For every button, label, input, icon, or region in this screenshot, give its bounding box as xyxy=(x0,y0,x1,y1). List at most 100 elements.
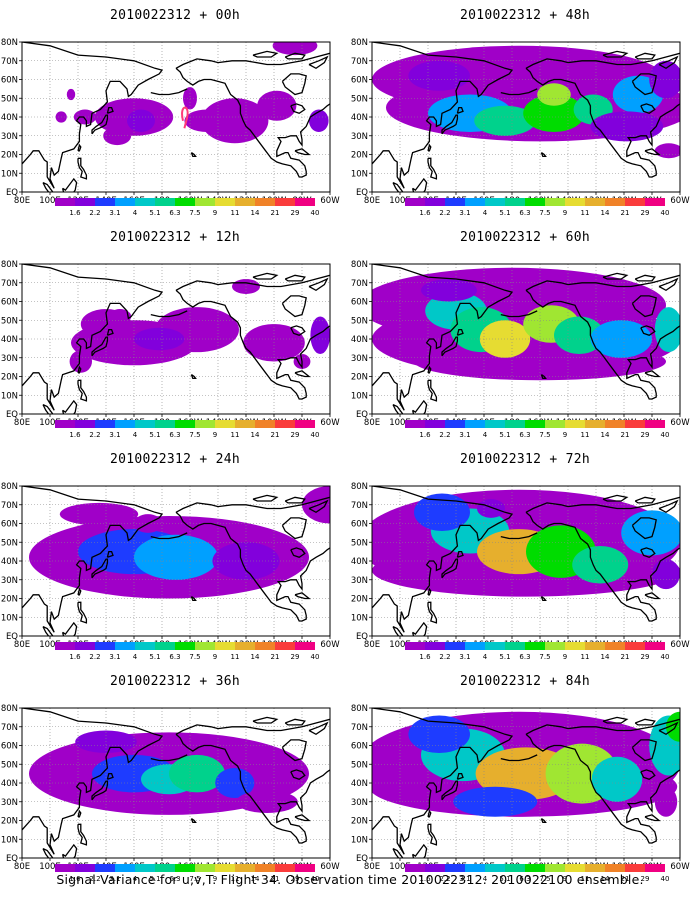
lat-label: 20N xyxy=(351,817,368,827)
lat-label: 70N xyxy=(351,57,368,67)
coastline xyxy=(175,52,330,69)
colorbar-label: 5.1 xyxy=(149,209,160,217)
colorbar-label: 14 xyxy=(601,875,610,883)
lat-label: 80N xyxy=(1,482,18,492)
colorbar-label: 7.5 xyxy=(539,209,550,217)
coastline xyxy=(640,769,656,781)
colorbar: 1.6 2.2 3.1 4 5.1 6.3 7.5 9 11 14 21 29 40 xyxy=(405,198,669,217)
coastline xyxy=(190,374,197,380)
lat-label: EQ xyxy=(6,410,18,420)
field-contour xyxy=(310,316,330,354)
lat-label: 10N xyxy=(1,835,18,845)
colorbar-swatch xyxy=(405,198,425,206)
colorbar-label: 4 xyxy=(483,431,488,439)
coastline xyxy=(77,587,82,596)
colorbar-swatch xyxy=(155,864,175,872)
lat-label: 10N xyxy=(1,391,18,401)
variance-field xyxy=(372,486,680,636)
colorbar-swatch xyxy=(255,864,275,872)
lat-label: 50N xyxy=(1,316,18,326)
colorbar-label: 9 xyxy=(563,209,567,217)
colorbar: 1.6 2.2 3.1 4 5.1 6.3 7.5 9 11 14 21 29 40 xyxy=(55,420,319,439)
colorbar-label: 3.1 xyxy=(109,431,120,439)
colorbar-swatch xyxy=(425,420,445,428)
coastline xyxy=(77,823,88,846)
colorbar-swatch xyxy=(135,198,155,206)
colorbar: 1.6 2.2 3.1 4 5.1 6.3 7.5 9 11 14 21 29 40 xyxy=(405,642,669,661)
figure-caption: Signal Variance for u,v,T. Flight 34. Ob… xyxy=(56,872,644,887)
colorbar-label: 40 xyxy=(661,209,670,217)
colorbar-label: 9 xyxy=(563,875,567,883)
colorbar-swatch xyxy=(235,198,255,206)
lat-label: 20N xyxy=(1,151,18,161)
colorbar-swatch xyxy=(545,198,565,206)
coastline xyxy=(252,272,279,280)
colorbar-label: 7.5 xyxy=(539,431,550,439)
field-contour xyxy=(108,309,132,324)
colorbar-swatch xyxy=(565,642,585,650)
coastline xyxy=(392,404,404,414)
colorbar-label: 9 xyxy=(213,209,217,217)
field-contour xyxy=(408,715,470,753)
colorbar-swatch xyxy=(195,864,215,872)
field-contour xyxy=(134,534,218,580)
colorbar-swatch xyxy=(585,864,605,872)
coastline xyxy=(644,592,661,600)
coastline xyxy=(294,592,311,600)
colorbar-swatch xyxy=(565,864,585,872)
colorbar-swatch xyxy=(115,420,135,428)
coastline xyxy=(77,601,88,624)
coastline xyxy=(290,325,306,337)
lat-label: 40N xyxy=(1,335,18,345)
coastline xyxy=(22,486,164,633)
colorbar-swatch xyxy=(525,198,545,206)
coastline xyxy=(42,182,54,192)
colorbar-swatch xyxy=(505,420,525,428)
lon-label: 80E xyxy=(364,196,380,206)
coastline xyxy=(441,558,459,579)
field-contour xyxy=(554,316,605,354)
coastline xyxy=(411,621,428,636)
colorbar-swatch xyxy=(605,642,625,650)
coastline xyxy=(91,780,109,801)
lat-label: 20N xyxy=(351,151,368,161)
colorbar-swatch xyxy=(275,642,295,650)
variance-field xyxy=(22,42,330,192)
coastline xyxy=(644,148,661,156)
flight-track xyxy=(181,106,189,129)
coastline xyxy=(427,587,432,596)
colorbar-swatch xyxy=(425,864,445,872)
colorbar-swatch xyxy=(195,198,215,206)
colorbar-swatch xyxy=(95,642,115,650)
coastline xyxy=(658,277,679,292)
lon-label: 60W xyxy=(320,196,340,206)
colorbar-label: 5.1 xyxy=(149,875,160,883)
coastline xyxy=(150,754,188,762)
field-contour xyxy=(309,109,329,132)
coastline xyxy=(22,708,164,855)
coastline xyxy=(427,809,432,818)
lat-label: 60N xyxy=(351,76,368,86)
lat-label: EQ xyxy=(6,854,18,864)
colorbar-swatch xyxy=(75,420,95,428)
coastline xyxy=(441,780,459,801)
coastline xyxy=(175,67,330,178)
colorbar-label: 1.6 xyxy=(419,653,431,661)
lat-label: 40N xyxy=(1,557,18,567)
panel-title: 2010022312 + 60h xyxy=(459,230,591,245)
colorbar-swatch xyxy=(545,642,565,650)
coastline xyxy=(42,626,54,636)
colorbar-swatch xyxy=(115,198,135,206)
coastline xyxy=(77,379,88,402)
map-canvas: 80N70N60N50N40N30N20N10NEQ80E100E120E140… xyxy=(1,38,340,217)
colorbar-label: 4 xyxy=(483,875,488,883)
coastline xyxy=(284,718,306,726)
field-contour xyxy=(572,546,629,584)
colorbar-swatch xyxy=(295,864,315,872)
lat-label: 60N xyxy=(1,742,18,752)
lat-label: 80N xyxy=(351,260,368,270)
colorbar-label: 4 xyxy=(483,209,488,217)
map-canvas: 80N70N60N50N40N30N20N10NEQ80E100E120E140… xyxy=(1,260,340,439)
colorbar-swatch xyxy=(155,420,175,428)
lat-label: 70N xyxy=(1,723,18,733)
